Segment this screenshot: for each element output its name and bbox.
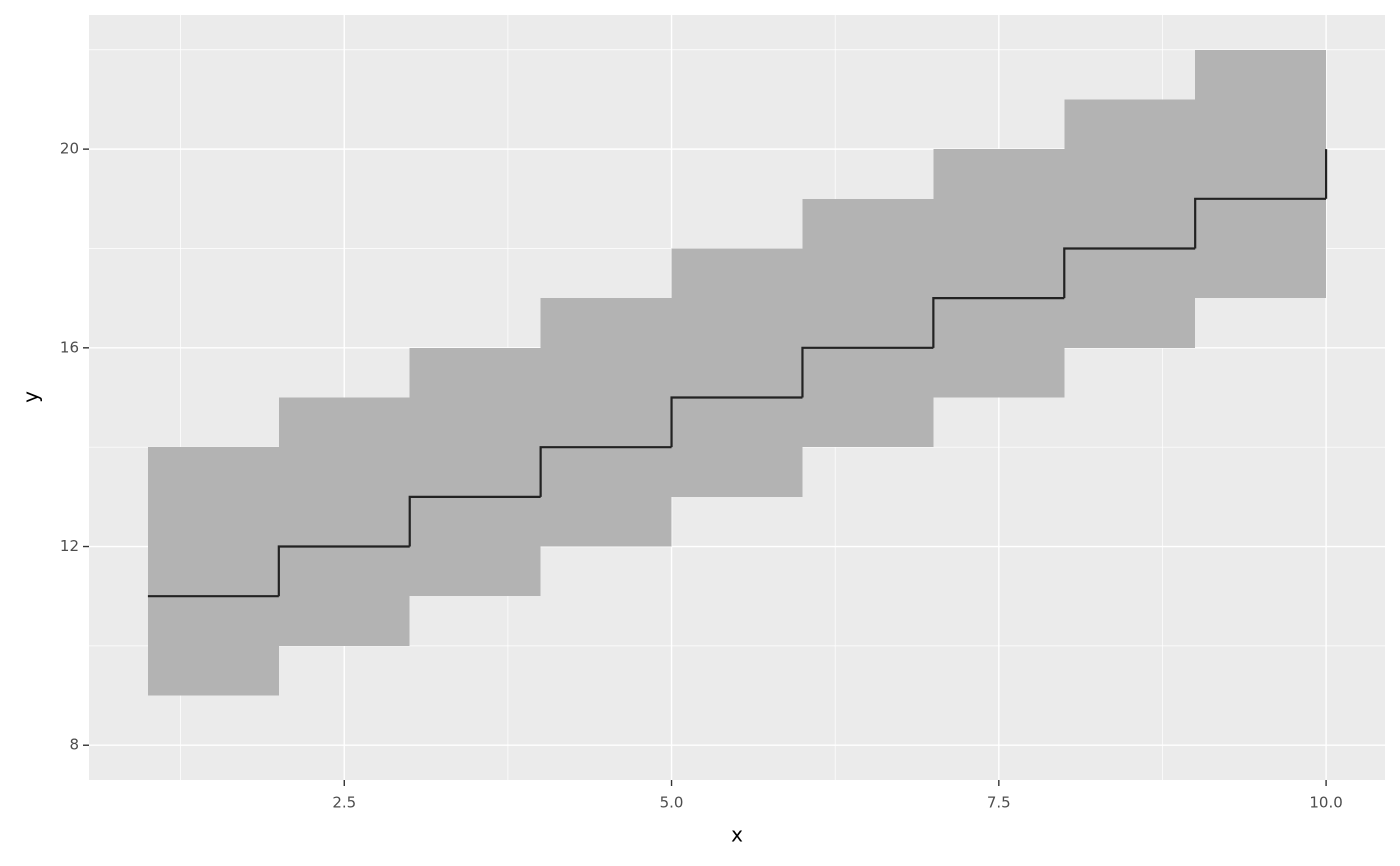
- step-line: [277, 545, 410, 597]
- step-line: [1194, 197, 1327, 249]
- ribbon-step: [671, 248, 803, 497]
- y-axis-title: y: [19, 391, 43, 403]
- x-tick-label: 5.0: [660, 794, 684, 812]
- ribbon-step: [409, 347, 541, 597]
- y-tick-label: 20: [60, 140, 79, 158]
- y-tick-label: 12: [60, 537, 79, 555]
- ribbon-step: [802, 198, 934, 448]
- x-tick-label: 2.5: [332, 794, 356, 812]
- step-line: [670, 396, 803, 448]
- y-tick-label: 16: [60, 338, 79, 356]
- step-line: [932, 297, 1065, 348]
- x-axis-title: x: [731, 823, 743, 847]
- x-tick-label: 7.5: [987, 794, 1011, 812]
- step-line: [539, 446, 672, 497]
- ribbon-step: [933, 149, 1065, 398]
- x-tick-label: 10.0: [1309, 794, 1342, 812]
- y-tick-label: 8: [69, 736, 79, 754]
- step-line: [1063, 247, 1196, 299]
- step-line: [408, 495, 541, 547]
- ribbon-step: [1195, 49, 1327, 299]
- ribbon-step: [278, 397, 410, 646]
- ribbon-step: [540, 298, 672, 547]
- ribbon-step: [1064, 99, 1196, 348]
- ribbon-step: [147, 447, 279, 696]
- step-line: [801, 346, 934, 398]
